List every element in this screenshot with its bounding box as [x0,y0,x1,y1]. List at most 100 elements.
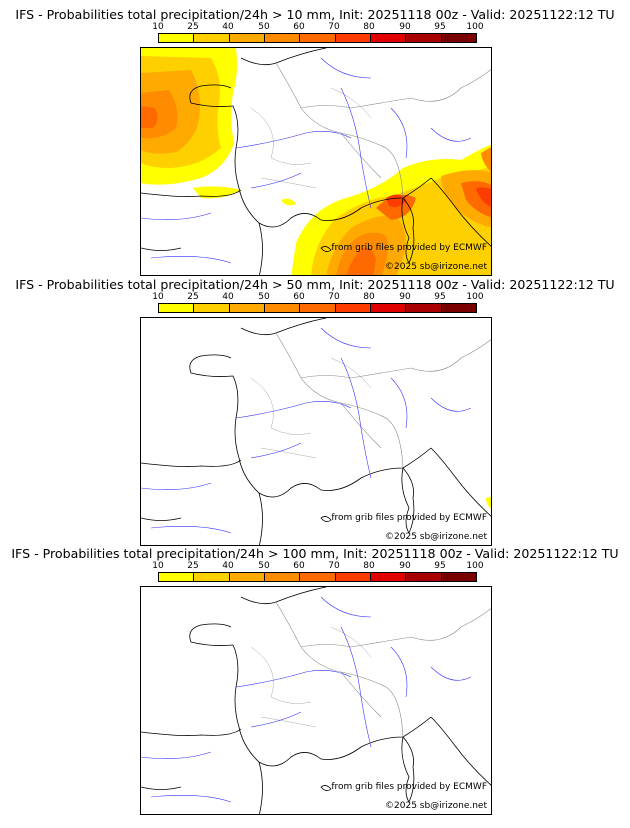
coastline [258,492,263,545]
colorbar [158,303,477,313]
colorbar-cell [370,304,407,312]
border [275,601,491,738]
colorbar-tick: 95 [434,22,446,32]
colorbar-cell [194,304,230,312]
colorbar-tick: 25 [187,561,199,571]
colorbar-tick: 60 [293,22,305,32]
colorbar-cell [229,573,265,581]
coastline [141,189,242,251]
colorbar-cell [194,573,230,581]
colorbar-cell [159,573,195,581]
credit-grib: from grib files provided by ECMWF [331,243,487,253]
map-graphic [141,318,491,545]
colorbar-tick: 10 [152,292,164,302]
colorbar-labels: 10 25 40 50 60 70 80 90 95 100 [140,22,492,32]
colorbar-tick: 80 [363,561,375,571]
colorbar-tick: 95 [434,561,446,571]
probability-area [346,247,376,275]
map-view: from grib files provided by ECMWF ©2025 … [140,586,492,815]
border [250,357,372,459]
colorbar-cell [300,34,336,42]
probability-area [486,496,491,509]
panel-title: IFS - Probabilities total precipitation/… [15,277,615,292]
colorbar-tick: 10 [152,561,164,571]
panel-100mm: IFS - Probabilities total precipitation/… [0,547,630,817]
colorbar-tick: 60 [293,561,305,571]
colorbar-tick: 50 [258,22,270,32]
panel-title: IFS - Probabilities total precipitation/… [11,546,619,561]
coastline [430,447,491,517]
colorbar-cell [264,304,301,312]
coastline [258,222,263,275]
colorbar-cell [441,34,476,42]
colorbar-cell [441,304,476,312]
coastline [141,459,242,521]
river [141,596,472,803]
colorbar-tick: 80 [363,292,375,302]
river [141,327,472,534]
coastline [320,516,332,522]
colorbar [158,572,477,582]
colorbar-tick: 100 [466,22,484,32]
colorbar-cell [229,34,265,42]
colorbar-tick: 100 [466,292,484,302]
colorbar-tick: 90 [399,22,411,32]
coastline [401,467,415,534]
colorbar-cell [406,304,442,312]
colorbar-cell [194,34,230,42]
map-graphic [141,587,491,814]
coastline [189,318,432,498]
probability-area [476,187,491,208]
colorbar-tick: 70 [328,292,340,302]
probability-area [141,106,158,128]
colorbar-cell [441,573,476,581]
probability-area [481,147,491,172]
colorbar-tick: 40 [222,561,234,571]
coastline [258,761,263,814]
colorbar-tick: 90 [399,561,411,571]
colorbar-tick: 50 [258,561,270,571]
colorbar-cell [370,34,407,42]
colorbar-cell [370,573,407,581]
colorbar-tick: 60 [293,292,305,302]
coastline [189,587,432,767]
colorbar-tick: 25 [187,292,199,302]
panel-10mm: IFS - Probabilities total precipitation/… [0,8,630,278]
probability-area [281,198,296,206]
colorbar-cell [406,573,442,581]
colorbar-tick: 100 [466,561,484,571]
colorbar-tick: 70 [328,22,340,32]
colorbar-cell [159,34,195,42]
colorbar-tick: 70 [328,561,340,571]
colorbar-labels: 10 25 40 50 60 70 80 90 95 100 [140,292,492,302]
coastline [141,728,242,790]
coastline [401,736,415,803]
border [250,87,372,189]
colorbar-tick: 95 [434,292,446,302]
colorbar-cell [300,573,336,581]
border [275,332,491,469]
panel-50mm: IFS - Probabilities total precipitation/… [0,278,630,548]
colorbar-cell [264,573,301,581]
border [250,626,372,728]
map-graphic [141,48,491,275]
colorbar-tick: 80 [363,22,375,32]
colorbar-cell [335,304,371,312]
colorbar-tick: 50 [258,292,270,302]
colorbar-tick: 40 [222,22,234,32]
map-view: from grib files provided by ECMWF ©2025 … [140,47,492,276]
colorbar-cell [229,304,265,312]
coastline [430,716,491,786]
colorbar-cell [335,34,371,42]
colorbar-cell [335,573,371,581]
coastline [401,197,415,264]
colorbar-tick: 25 [187,22,199,32]
credit-grib: from grib files provided by ECMWF [331,513,487,523]
credit-grib: from grib files provided by ECMWF [331,782,487,792]
coastline [320,246,332,252]
colorbar-cell [159,304,195,312]
colorbar-cell [264,34,301,42]
colorbar-tick: 10 [152,22,164,32]
colorbar-cell [406,34,442,42]
colorbar-tick: 40 [222,292,234,302]
